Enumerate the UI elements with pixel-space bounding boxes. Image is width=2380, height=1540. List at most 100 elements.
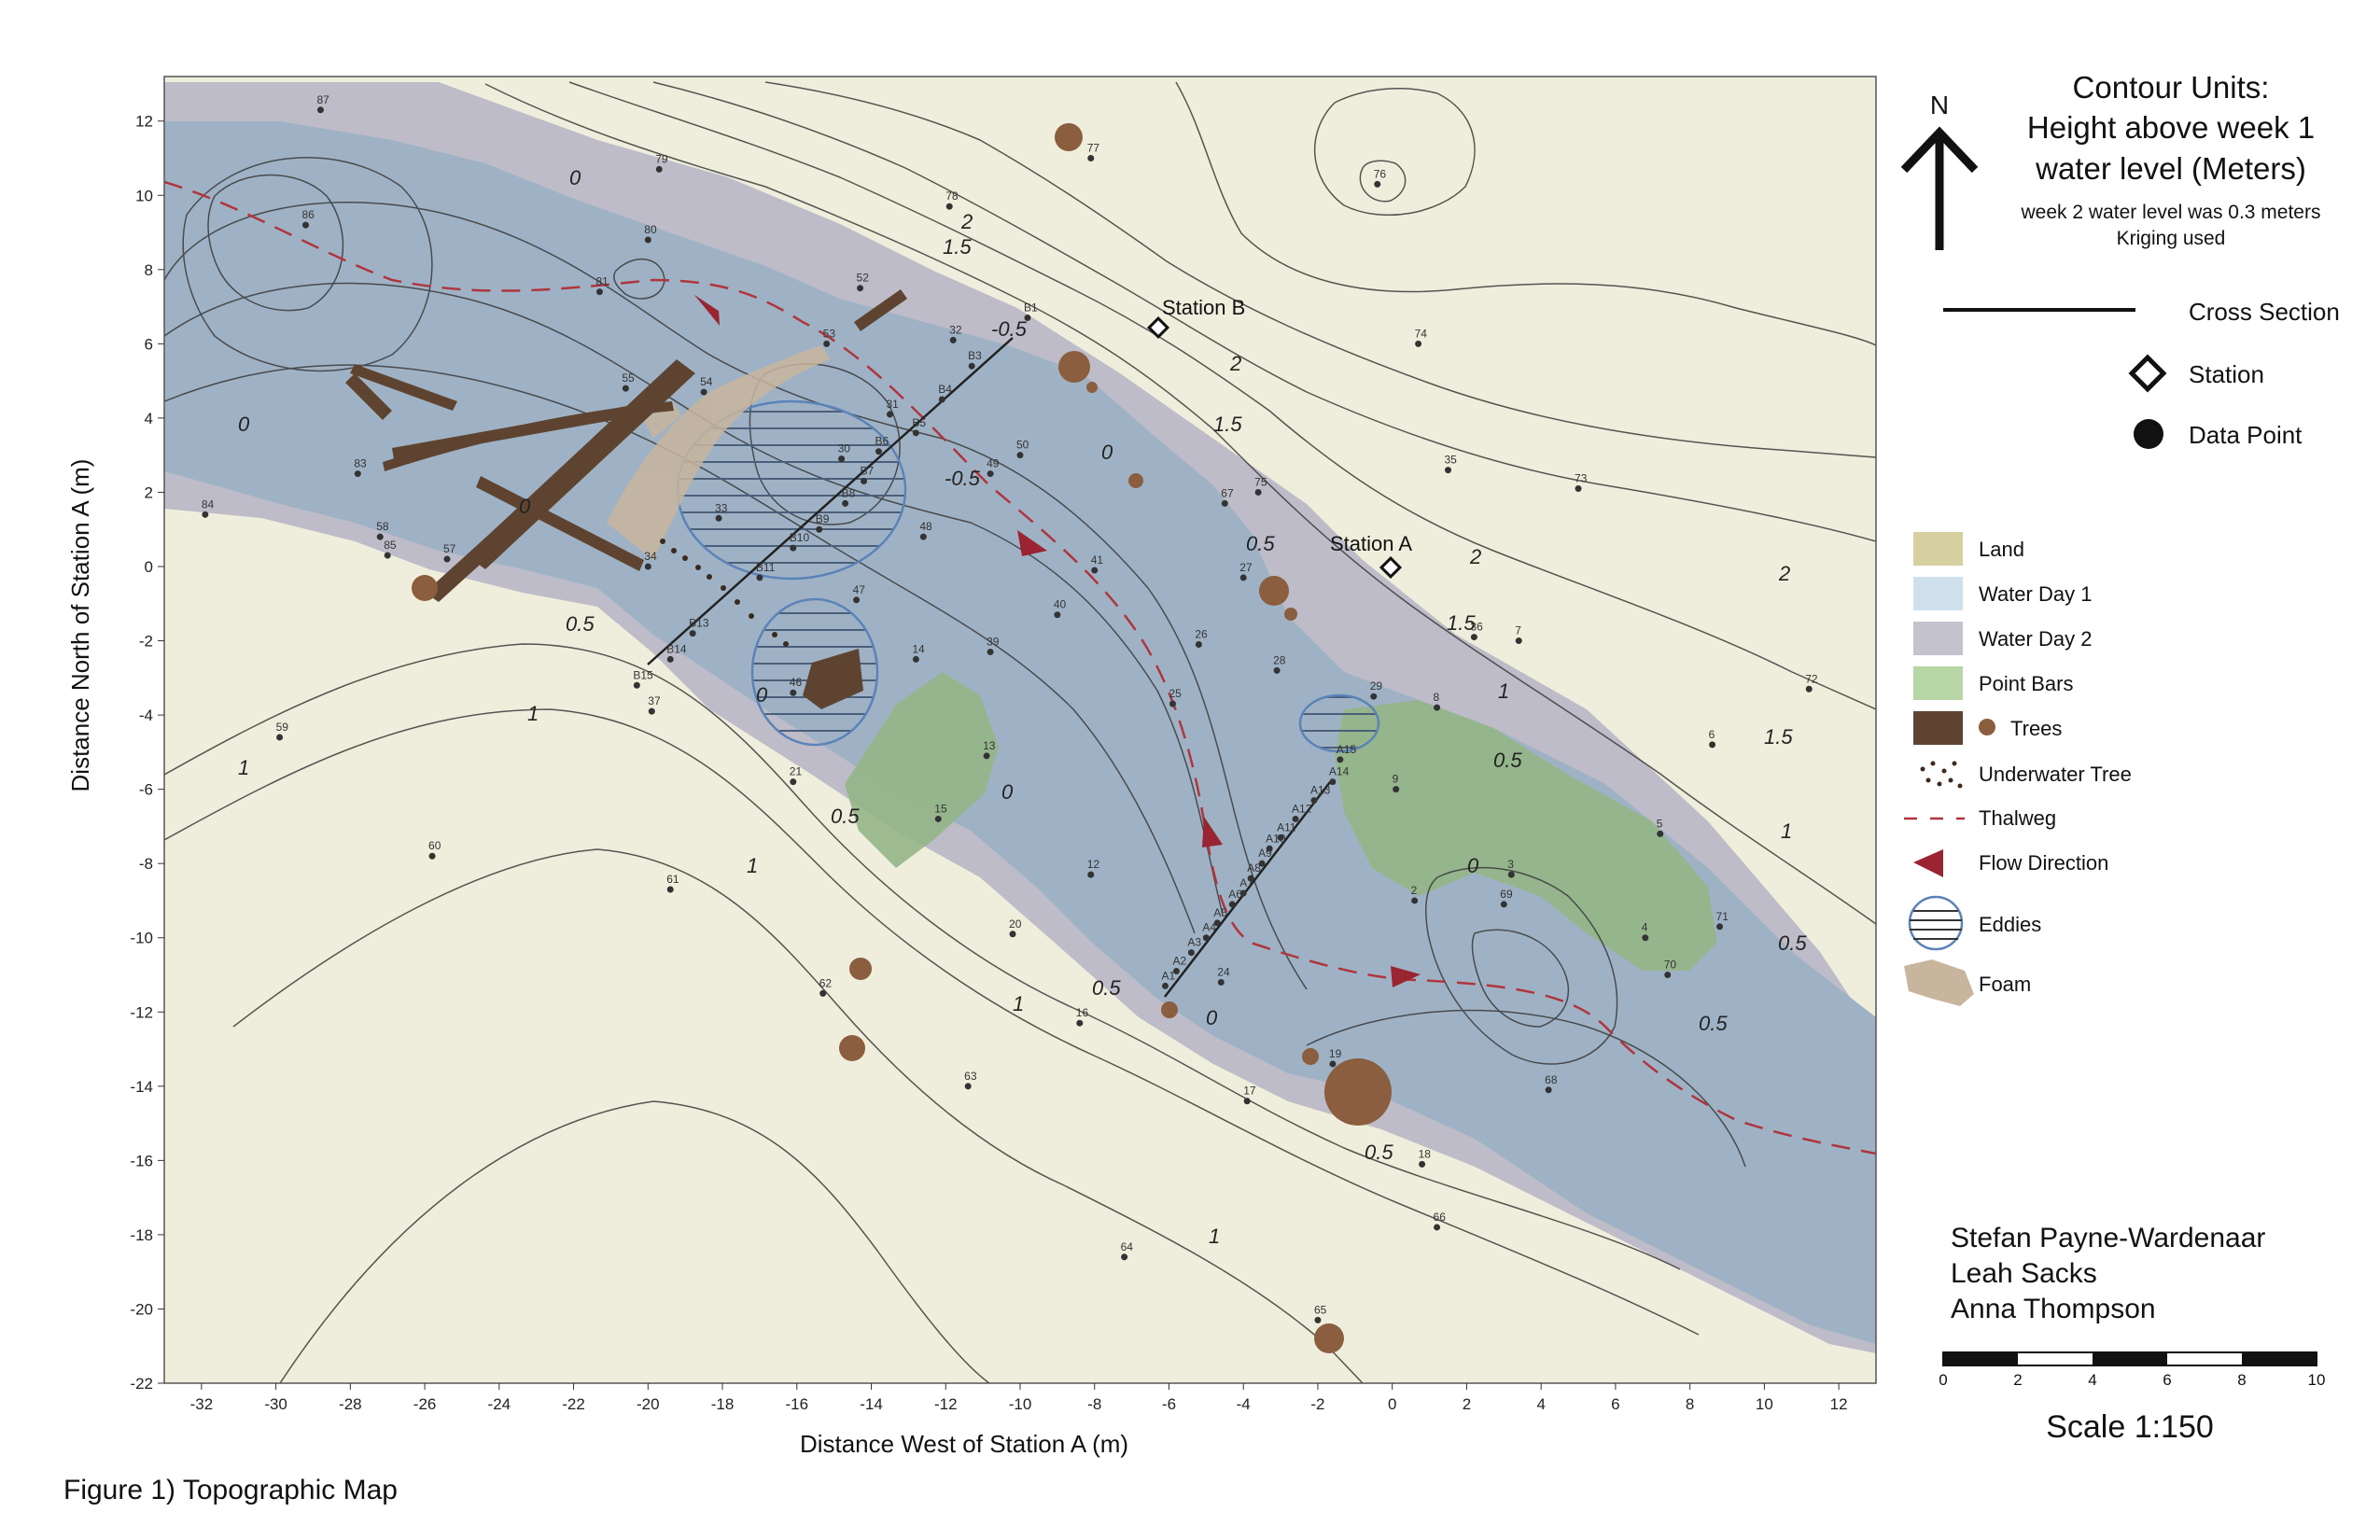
x-tick-label: -28 bbox=[339, 1395, 362, 1413]
data-point bbox=[938, 396, 945, 403]
x-tick-label: 2 bbox=[1463, 1395, 1471, 1413]
contour-label: 0.5 bbox=[1246, 532, 1275, 555]
land-swatch bbox=[1913, 532, 1963, 566]
flow-arrow-icon bbox=[1913, 849, 1943, 877]
data-point-label: 68 bbox=[1545, 1073, 1558, 1086]
data-point-label: 14 bbox=[912, 642, 925, 655]
y-tick-label: -12 bbox=[130, 1003, 153, 1021]
data-point bbox=[919, 533, 927, 540]
y-tick-label: -20 bbox=[130, 1300, 153, 1318]
data-point-label: A3 bbox=[1187, 936, 1201, 949]
data-point-label: 7 bbox=[1515, 624, 1521, 637]
data-point bbox=[1292, 815, 1299, 822]
scale-tick: 10 bbox=[2308, 1371, 2326, 1389]
contour-label: 0 bbox=[519, 495, 531, 518]
data-point-label: 9 bbox=[1393, 773, 1399, 786]
scale-tick: 8 bbox=[2237, 1371, 2246, 1389]
flow-arrows bbox=[693, 294, 1421, 987]
data-point-label: 64 bbox=[1121, 1240, 1134, 1253]
station-legend-label: Station bbox=[2189, 360, 2264, 388]
data-point-label: 26 bbox=[1195, 628, 1208, 641]
data-point bbox=[700, 388, 707, 396]
y-tick-label: 12 bbox=[135, 113, 153, 131]
eddy-icon bbox=[1908, 895, 1964, 951]
data-point-label: B6 bbox=[875, 435, 889, 448]
data-point-label: 6 bbox=[1709, 728, 1715, 741]
data-point bbox=[376, 533, 384, 540]
x-tick-label: -24 bbox=[488, 1395, 511, 1413]
data-point bbox=[964, 1083, 972, 1090]
contour-label: 0.5 bbox=[831, 805, 860, 828]
data-point-label: A5 bbox=[1213, 906, 1227, 919]
tree-dot bbox=[1055, 123, 1083, 151]
scale-label: Scale 1:150 bbox=[2046, 1409, 2214, 1445]
legend-label: Foam bbox=[1979, 973, 2031, 996]
data-point bbox=[648, 707, 655, 715]
tree-dot bbox=[1128, 473, 1143, 488]
contour-label: 2 bbox=[1778, 562, 1790, 585]
station-markers bbox=[1146, 315, 1403, 580]
scale-tick: 4 bbox=[2088, 1371, 2096, 1389]
eddy bbox=[1298, 693, 1380, 753]
data-point bbox=[987, 470, 994, 478]
data-point-label: 32 bbox=[949, 323, 962, 336]
data-point bbox=[1187, 949, 1195, 957]
contour-label: 1.5 bbox=[1213, 413, 1242, 436]
data-point-label: 30 bbox=[838, 442, 851, 455]
contour-label: 1 bbox=[1013, 992, 1024, 1015]
data-point bbox=[1239, 574, 1247, 581]
data-point-label: 20 bbox=[1009, 917, 1022, 931]
contour-label: 0.5 bbox=[1493, 749, 1522, 772]
x-tick-label: -12 bbox=[934, 1395, 958, 1413]
data-point bbox=[1258, 860, 1266, 867]
data-point bbox=[1239, 889, 1247, 897]
cross-section-a bbox=[1164, 781, 1331, 998]
station-a-marker bbox=[1379, 555, 1403, 580]
author-name: Anna Thompson bbox=[1951, 1294, 2156, 1324]
data-point-label: 31 bbox=[886, 398, 899, 411]
underwater-tree-icon bbox=[1920, 761, 1963, 789]
data-point bbox=[655, 165, 663, 173]
y-tick-label: -4 bbox=[139, 707, 153, 724]
data-point bbox=[968, 362, 975, 370]
data-point bbox=[1273, 666, 1281, 674]
data-point bbox=[666, 655, 674, 663]
data-point bbox=[1121, 1253, 1128, 1261]
x-tick-label: -16 bbox=[785, 1395, 808, 1413]
x-tick-label: 12 bbox=[1830, 1395, 1848, 1413]
author-name: Stefan Payne-Wardenaar bbox=[1951, 1223, 2265, 1253]
data-point bbox=[715, 514, 722, 522]
data-point-label: B9 bbox=[816, 512, 830, 525]
contour-label: 1 bbox=[747, 854, 758, 877]
data-point-label: 3 bbox=[1507, 858, 1514, 871]
tree-dot bbox=[1161, 1001, 1178, 1018]
data-point bbox=[202, 511, 209, 518]
underwater-tree bbox=[660, 539, 789, 647]
x-axis-label: Distance West of Station A (m) bbox=[800, 1430, 1128, 1458]
data-point bbox=[1228, 901, 1236, 908]
contour-label: 0 bbox=[1101, 441, 1113, 464]
data-point-label: A6 bbox=[1228, 888, 1242, 901]
legend-label: Point Bars bbox=[1979, 672, 2074, 695]
map-legend: Land Water Day 1 Water Day 2 Point Bars … bbox=[1904, 532, 2132, 1006]
data-point-label: 78 bbox=[945, 189, 959, 203]
data-point bbox=[384, 552, 391, 559]
data-point-label: 48 bbox=[919, 520, 932, 533]
data-point-label: B8 bbox=[842, 486, 856, 499]
axes: -32 -30 -28 -26 -24 -22 -20 -18 -16 -14 -12 -10 -8 -6… bbox=[130, 113, 1847, 1413]
y-tick-label: -6 bbox=[139, 781, 153, 799]
data-point bbox=[689, 630, 696, 637]
data-point-label: 84 bbox=[202, 497, 215, 511]
data-point-label: 63 bbox=[964, 1070, 977, 1083]
data-point-label: A1 bbox=[1161, 969, 1175, 982]
data-point bbox=[1500, 901, 1507, 908]
data-point bbox=[644, 563, 651, 570]
data-point-label: 39 bbox=[987, 635, 1000, 648]
north-label: N bbox=[1930, 91, 1949, 119]
x-tick-label: -18 bbox=[711, 1395, 735, 1413]
data-point bbox=[912, 429, 919, 437]
water-day1-swatch bbox=[1913, 577, 1963, 610]
data-point-label: 70 bbox=[1664, 959, 1677, 972]
